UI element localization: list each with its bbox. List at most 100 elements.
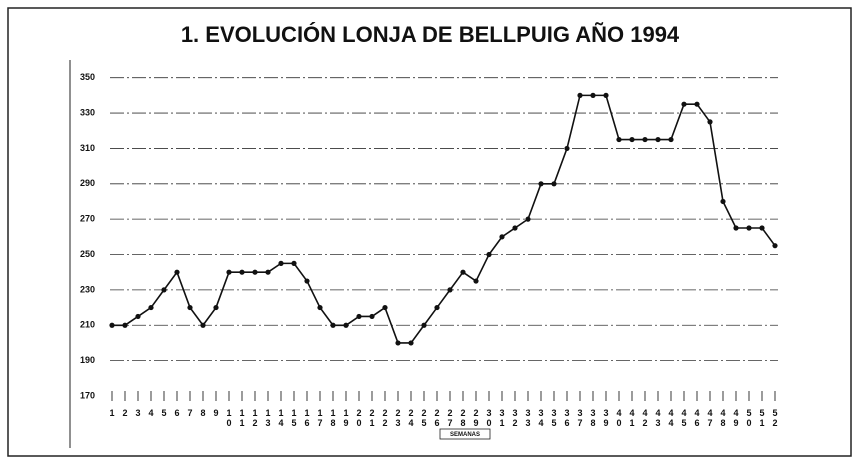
y-tick-label: 330	[80, 107, 95, 117]
point	[577, 92, 583, 98]
y-tick-label: 310	[80, 143, 95, 153]
point	[369, 313, 375, 320]
point	[122, 322, 128, 328]
point	[343, 322, 349, 328]
point	[278, 260, 284, 266]
point	[356, 313, 362, 320]
point	[447, 287, 453, 293]
point	[629, 136, 635, 143]
point	[460, 269, 466, 275]
point	[707, 119, 713, 125]
chart-title: 1. EVOLUCIÓN LONJA DE BELLPUIG AÑO 1994	[181, 22, 680, 47]
point	[395, 340, 401, 346]
y-tick-label: 230	[80, 284, 95, 294]
point	[161, 287, 167, 293]
x-tick-label: 8	[200, 408, 205, 418]
y-tick-label: 350	[80, 72, 95, 82]
x-label-box	[439, 428, 491, 440]
y-tick-label: 270	[80, 214, 95, 224]
y-tick-label: 250	[80, 249, 95, 259]
point	[551, 181, 557, 187]
point	[603, 92, 609, 98]
x-axis-label: SEMANAS	[450, 432, 480, 438]
point	[213, 304, 219, 311]
x-tick-label: 2	[122, 408, 127, 418]
x-tick-label: 6	[174, 408, 179, 418]
y-tick-label: 290	[80, 178, 95, 188]
point	[226, 269, 232, 275]
point	[135, 313, 141, 320]
line	[112, 94, 776, 344]
point	[590, 92, 596, 98]
point	[382, 304, 388, 311]
point	[655, 136, 661, 143]
x-tick-label: 7	[187, 408, 192, 418]
point	[616, 136, 622, 143]
point	[148, 304, 154, 311]
point	[720, 198, 726, 205]
x-tick-label: 9	[213, 408, 218, 418]
point	[408, 340, 414, 346]
point	[252, 269, 258, 275]
point	[317, 304, 323, 311]
point	[291, 260, 297, 266]
frame	[7, 7, 852, 457]
point	[330, 322, 336, 328]
point	[421, 322, 427, 328]
point	[525, 216, 531, 222]
point	[499, 234, 505, 240]
point	[304, 278, 310, 284]
y-tick-label: 210	[80, 320, 95, 330]
point	[564, 145, 570, 152]
point	[486, 251, 492, 258]
point	[473, 278, 479, 284]
x-tick-label: 4	[148, 408, 153, 418]
point	[265, 269, 271, 275]
point	[772, 243, 778, 249]
point	[759, 225, 765, 231]
point	[694, 101, 700, 107]
point	[239, 269, 245, 275]
point	[174, 269, 180, 275]
point	[668, 136, 674, 143]
point	[512, 225, 518, 231]
